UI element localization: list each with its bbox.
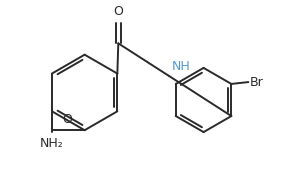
Text: NH: NH [172, 60, 191, 73]
Text: O: O [113, 5, 123, 18]
Text: O: O [63, 113, 73, 126]
Text: NH₂: NH₂ [40, 137, 64, 150]
Text: Br: Br [249, 76, 263, 89]
